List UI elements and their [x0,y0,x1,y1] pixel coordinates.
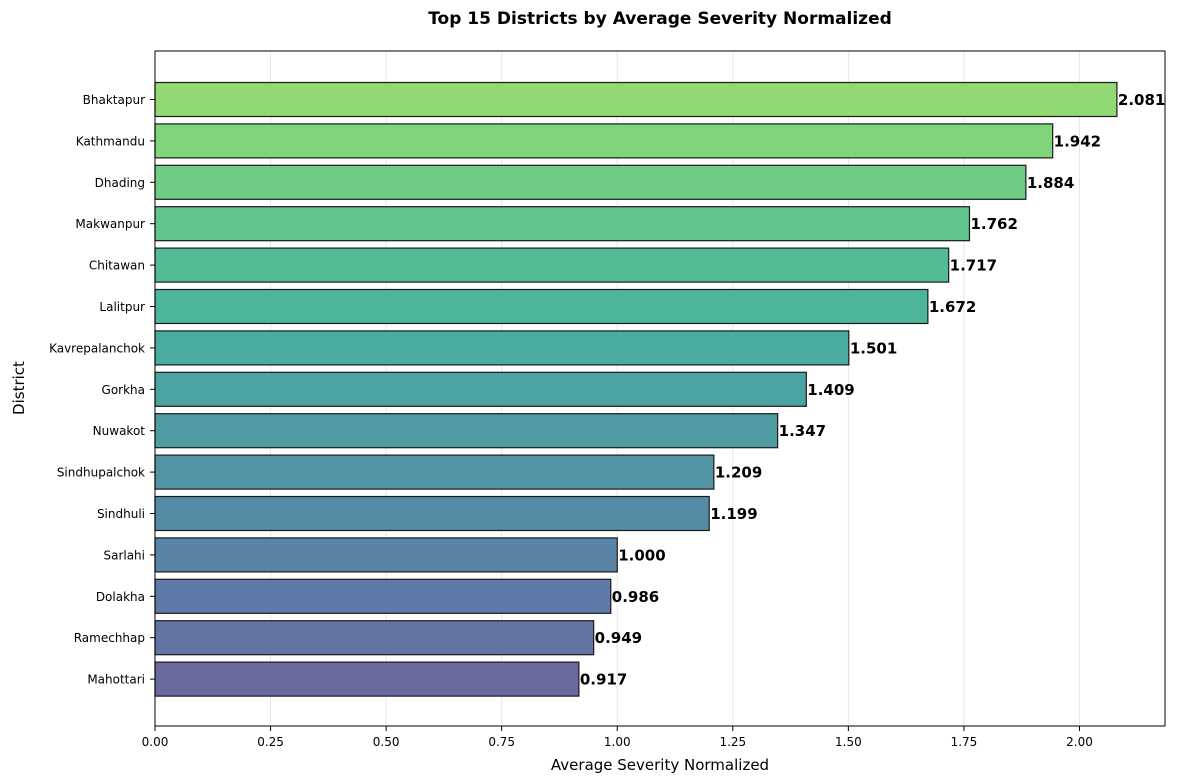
bar [154,454,715,490]
y-tick-label: Dolakha [96,590,145,604]
bar [154,537,618,573]
bar [154,371,807,407]
x-tick-label: 1.25 [719,735,746,749]
bar-value-label: 0.949 [595,629,642,647]
y-tick-label: Chitawan [89,259,145,273]
bar [154,164,1027,200]
x-tick-label: 0.75 [488,735,515,749]
bar-value-label: 1.347 [779,422,826,440]
bar [154,288,929,325]
bar [154,206,971,242]
bar [154,413,779,449]
y-tick-label: Lalitpur [99,300,145,314]
x-tick-label: 0.25 [257,735,284,749]
bar-value-label: 0.917 [580,671,627,689]
bar [154,123,1054,159]
y-tick-label: Kavrepalanchok [49,341,145,355]
x-axis-ticks: 0.00 0.25 0.50 0.75 1.00 1.25 1.50 1.75 2.00 [142,726,1093,749]
bar [154,495,710,532]
y-tick-label: Nuwakot [93,424,146,438]
y-tick-label: Bhaktapur [83,93,145,107]
plot-frame [154,50,1166,727]
bar-value-label: 2.081 [1118,91,1165,109]
y-tick-label: Ramechhap [74,631,145,645]
x-tick-label: 0.50 [373,735,400,749]
x-tick-label: 1.50 [835,735,862,749]
bar-value-label: 1.884 [1027,174,1074,192]
bar-value-label: 1.672 [929,298,976,316]
x-tick-label: 2.00 [1066,735,1093,749]
y-axis-ticks: Bhaktapur Kathmandu Dhading Makwanpur Chitaw… [49,93,155,687]
bars [154,81,1118,697]
y-tick-label: Gorkha [102,383,145,397]
y-tick-label: Kathmandu [76,134,145,148]
y-tick-label: Sindhupalchok [57,466,145,480]
y-tick-label: Sarlahi [103,548,145,562]
chart-title: Top 15 Districts by Average Severity Nor… [428,9,892,29]
bar [154,661,580,697]
bar-value-label: 1.000 [618,546,665,564]
y-tick-label: Sindhuli [97,507,145,521]
y-axis-label: District [10,361,28,415]
x-tick-label: 1.75 [951,735,978,749]
bar-value-label: 1.717 [950,257,997,275]
bar-value-label: 1.762 [970,215,1017,233]
bar-value-label: 1.501 [850,339,897,357]
bar [154,247,950,283]
bar-value-label: 1.942 [1054,132,1101,150]
x-tick-label: 1.00 [604,735,631,749]
x-axis-label: Average Severity Normalized [551,756,769,774]
value-labels: 2.081 1.942 1.884 1.762 1.717 1.672 1.501 1.409… [580,91,1166,689]
bar-value-label: 0.986 [612,588,659,606]
bar [154,620,595,656]
bar-value-label: 1.199 [710,505,757,523]
x-tick-label: 0.00 [142,735,169,749]
y-tick-label: Dhading [95,176,145,190]
bar [154,81,1118,118]
bar [154,330,850,366]
y-tick-label: Mahottari [87,673,145,687]
bar-value-label: 1.409 [807,381,854,399]
bar [154,578,612,614]
y-tick-label: Makwanpur [75,217,145,231]
bar-value-label: 1.209 [715,464,762,482]
